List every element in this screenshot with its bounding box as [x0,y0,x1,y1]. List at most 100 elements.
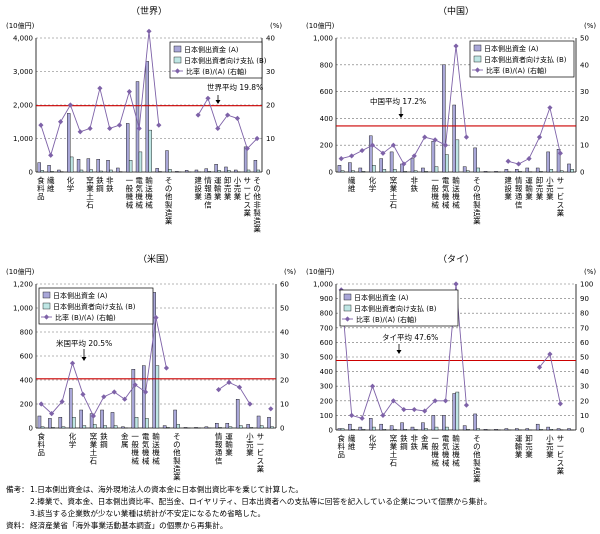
bar-b [155,365,160,429]
svg-text:械: 械 [452,457,460,467]
bar-a [155,168,159,173]
bar-a [79,409,83,429]
bar-b [372,165,376,173]
bar-a [567,163,571,173]
bar-a [224,166,228,173]
right-axis-unit: (%) [284,268,296,276]
legend-swatch-b [42,302,51,310]
bar-b [228,426,233,429]
bar-b [361,171,366,173]
left-tick-label: 0 [29,425,33,433]
svg-text:卸: 卸 [224,175,232,185]
svg-text:械: 械 [142,455,150,465]
svg-text:売: 売 [246,439,254,449]
svg-text:小: 小 [546,434,554,443]
svg-text:鋼: 鋼 [400,441,408,451]
bar-b [351,170,355,173]
svg-text:輸: 輸 [525,183,533,193]
svg-text:品: 品 [37,192,45,201]
legend-swatch-a [473,44,482,52]
ratio-point [132,382,138,388]
svg-text:ビ: ビ [557,192,565,201]
right-tick-label: 50 [580,35,589,43]
svg-text:維: 維 [348,183,356,193]
average-label: 米国平均 20.5% [56,338,112,348]
svg-text:業: 業 [525,191,533,201]
svg-text:造: 造 [253,216,261,226]
bar-a [96,159,100,173]
left-tick-label: 4,000 [13,35,33,43]
right-axis-unit: (%) [584,22,596,30]
svg-text:他: 他 [473,191,481,201]
bar-b [424,171,428,173]
bar-b [166,427,170,429]
left-axis-unit: (10億円) [6,21,35,30]
svg-text:機: 機 [135,191,143,201]
svg-text:業: 業 [253,224,261,234]
svg-text:維: 維 [47,183,55,193]
svg-text:機: 機 [431,449,439,459]
svg-text:械: 械 [442,457,450,467]
bar-b [246,169,251,173]
bar-b [40,426,45,429]
x-tick-label: 非鉄 [411,175,419,193]
bar-b [99,170,103,173]
note-text: 3.該当する企業数が少ない業種は統計が不安定になるため省略した。 [30,509,266,518]
svg-text:業: 業 [390,183,398,193]
svg-text:機: 機 [442,449,450,459]
svg-text:ー: ー [257,440,265,449]
bar-b [113,425,118,429]
ratio-point [236,384,243,390]
svg-text:業: 業 [390,441,398,451]
ratio-point [146,28,152,34]
right-tick-label: 30 [280,353,289,361]
bar-a [525,167,530,173]
svg-text:般: 般 [431,183,439,193]
svg-text:機: 機 [431,191,439,201]
left-axis-unit: (10億円) [306,267,335,276]
svg-text:一: 一 [131,432,139,441]
svg-text:ビ: ビ [244,192,252,201]
chart-panel: （米国） (10億円) (%) 0 0 200 10 400 20 600 30 800 40 1,000… [6,253,296,482]
svg-text:機: 機 [442,191,450,201]
bar-b [176,424,180,429]
svg-text:輸: 輸 [452,175,460,185]
x-tick-label: 小売業 [546,176,554,201]
svg-text:鉄: 鉄 [411,183,419,193]
average-label: 中国平均 17.2% [370,96,426,106]
ratio-point [142,389,149,395]
legend-label-b: 日本側出資者向け支払 (B) [184,56,267,65]
svg-text:気: 気 [142,439,150,449]
svg-text:業: 業 [246,447,254,457]
svg-text:非: 非 [411,175,419,185]
svg-text:業: 業 [546,191,554,201]
svg-text:械: 械 [131,455,139,465]
bar-a [126,123,130,173]
ratio-point [463,134,470,140]
bar-b [570,169,574,173]
bar-a [48,418,52,429]
ratio-point [216,387,222,393]
legend-swatch-b [343,304,352,312]
left-tick-label: 0 [329,427,333,435]
x-tick-label: 金属 [421,433,429,451]
svg-text:そ: そ [253,176,261,185]
note-text: 1.日本側出資金は、海外現地法人の資本金に日本側出資比率を乗じて計算した。 [30,485,304,494]
legend-swatch-point [43,314,50,320]
svg-text:械: 械 [135,199,143,209]
svg-text:学: 学 [369,183,377,193]
bar-a [204,168,208,173]
svg-text:報: 報 [204,184,212,193]
bar-a [337,165,342,173]
svg-text:報: 報 [215,440,223,449]
bar-a [76,159,81,173]
ratio-point [195,112,201,118]
svg-text:運: 運 [225,432,233,441]
svg-text:業: 業 [536,191,544,201]
bar-a [194,169,199,173]
bar-b [51,427,55,429]
svg-text:業: 業 [557,207,565,217]
ratio-point [432,398,438,404]
